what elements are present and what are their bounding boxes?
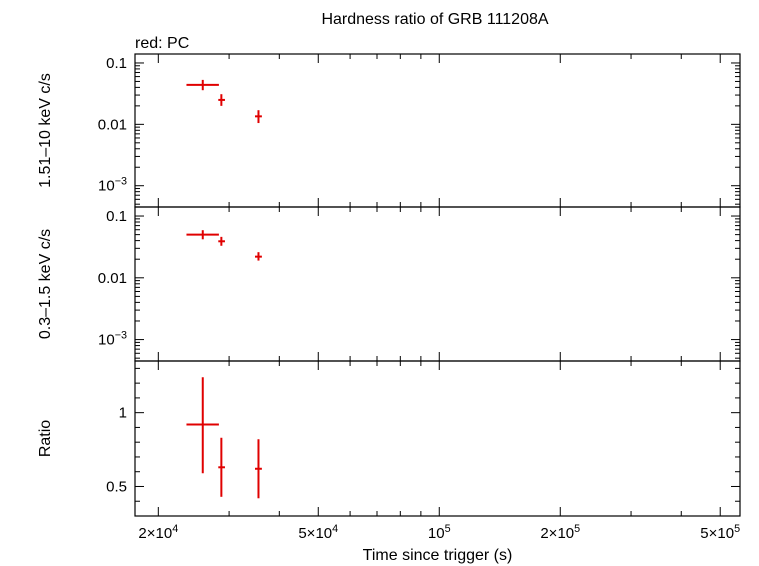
y-tick-label-base: 0.5 <box>106 478 127 495</box>
x-tick-label-exponent: 4 <box>172 523 178 535</box>
y-tick-label: 10−3 <box>98 330 127 349</box>
legend-label: red: PC <box>135 35 189 52</box>
y-tick-label-base: 0.01 <box>98 116 127 133</box>
y-tick-label-base: 10 <box>98 332 115 349</box>
panel-middle: 0.1 0.01 10−3 0.3–1.5 keV c/s <box>37 206 741 362</box>
data-point <box>218 94 225 106</box>
x-tick-label: 2×104 <box>138 523 178 542</box>
x-tick-label-exponent: 5 <box>574 523 580 535</box>
x-tick-label-base: 10 <box>428 525 445 542</box>
panel-frame <box>134 360 741 517</box>
y-axis-label: 0.3–1.5 keV c/s <box>37 229 54 339</box>
x-tick-label-base: 5×10 <box>700 525 734 542</box>
panel-frame <box>134 53 741 208</box>
x-tick-label-base: 2×10 <box>540 525 574 542</box>
x-tick-label: 5×105 <box>700 523 740 542</box>
y-tick-label: 0.01 <box>98 116 127 133</box>
data-point <box>186 79 219 91</box>
x-tick-label-exponent: 5 <box>734 523 740 535</box>
data-point <box>254 252 262 261</box>
y-tick-label: 0.5 <box>106 478 127 495</box>
y-tick-label-base: 0.1 <box>106 208 127 225</box>
y-axis-label: Ratio <box>37 420 54 457</box>
y-tick-label: 0.1 <box>106 208 127 225</box>
data-point <box>254 110 262 124</box>
x-tick-label-exponent: 4 <box>332 523 338 535</box>
y-tick-label-base: 0.1 <box>106 55 127 72</box>
x-tick-label: 5×104 <box>298 523 338 542</box>
y-axis-label: 1.51–10 keV c/s <box>37 73 54 188</box>
y-tick-label-base: 10 <box>98 178 115 195</box>
y-tick-label: 0.01 <box>98 270 127 287</box>
y-tick-label-exponent: −3 <box>115 330 127 342</box>
x-tick-label: 105 <box>428 523 451 542</box>
panel-frame <box>134 206 741 362</box>
data-point <box>218 437 225 497</box>
y-tick-label-base: 0.01 <box>98 270 127 287</box>
y-tick-label: 1 <box>119 405 127 422</box>
x-tick-label-exponent: 5 <box>445 523 451 535</box>
y-tick-label: 10−3 <box>98 176 127 195</box>
data-point <box>218 236 225 246</box>
x-tick-label: 2×105 <box>540 523 580 542</box>
data-point <box>254 439 262 499</box>
x-tick-label-base: 2×10 <box>138 525 172 542</box>
panel-top: 0.1 0.01 10−3 1.51–10 keV c/s <box>37 53 741 208</box>
x-tick-label-base: 5×10 <box>298 525 332 542</box>
y-tick-label-exponent: −3 <box>115 176 127 188</box>
x-axis-label: Time since trigger (s) <box>363 547 513 564</box>
data-point <box>186 377 219 474</box>
y-tick-label-base: 1 <box>119 405 127 422</box>
y-tick-label: 0.1 <box>106 55 127 72</box>
chart-title: Hardness ratio of GRB 111208A <box>321 11 548 28</box>
data-point <box>186 230 219 240</box>
